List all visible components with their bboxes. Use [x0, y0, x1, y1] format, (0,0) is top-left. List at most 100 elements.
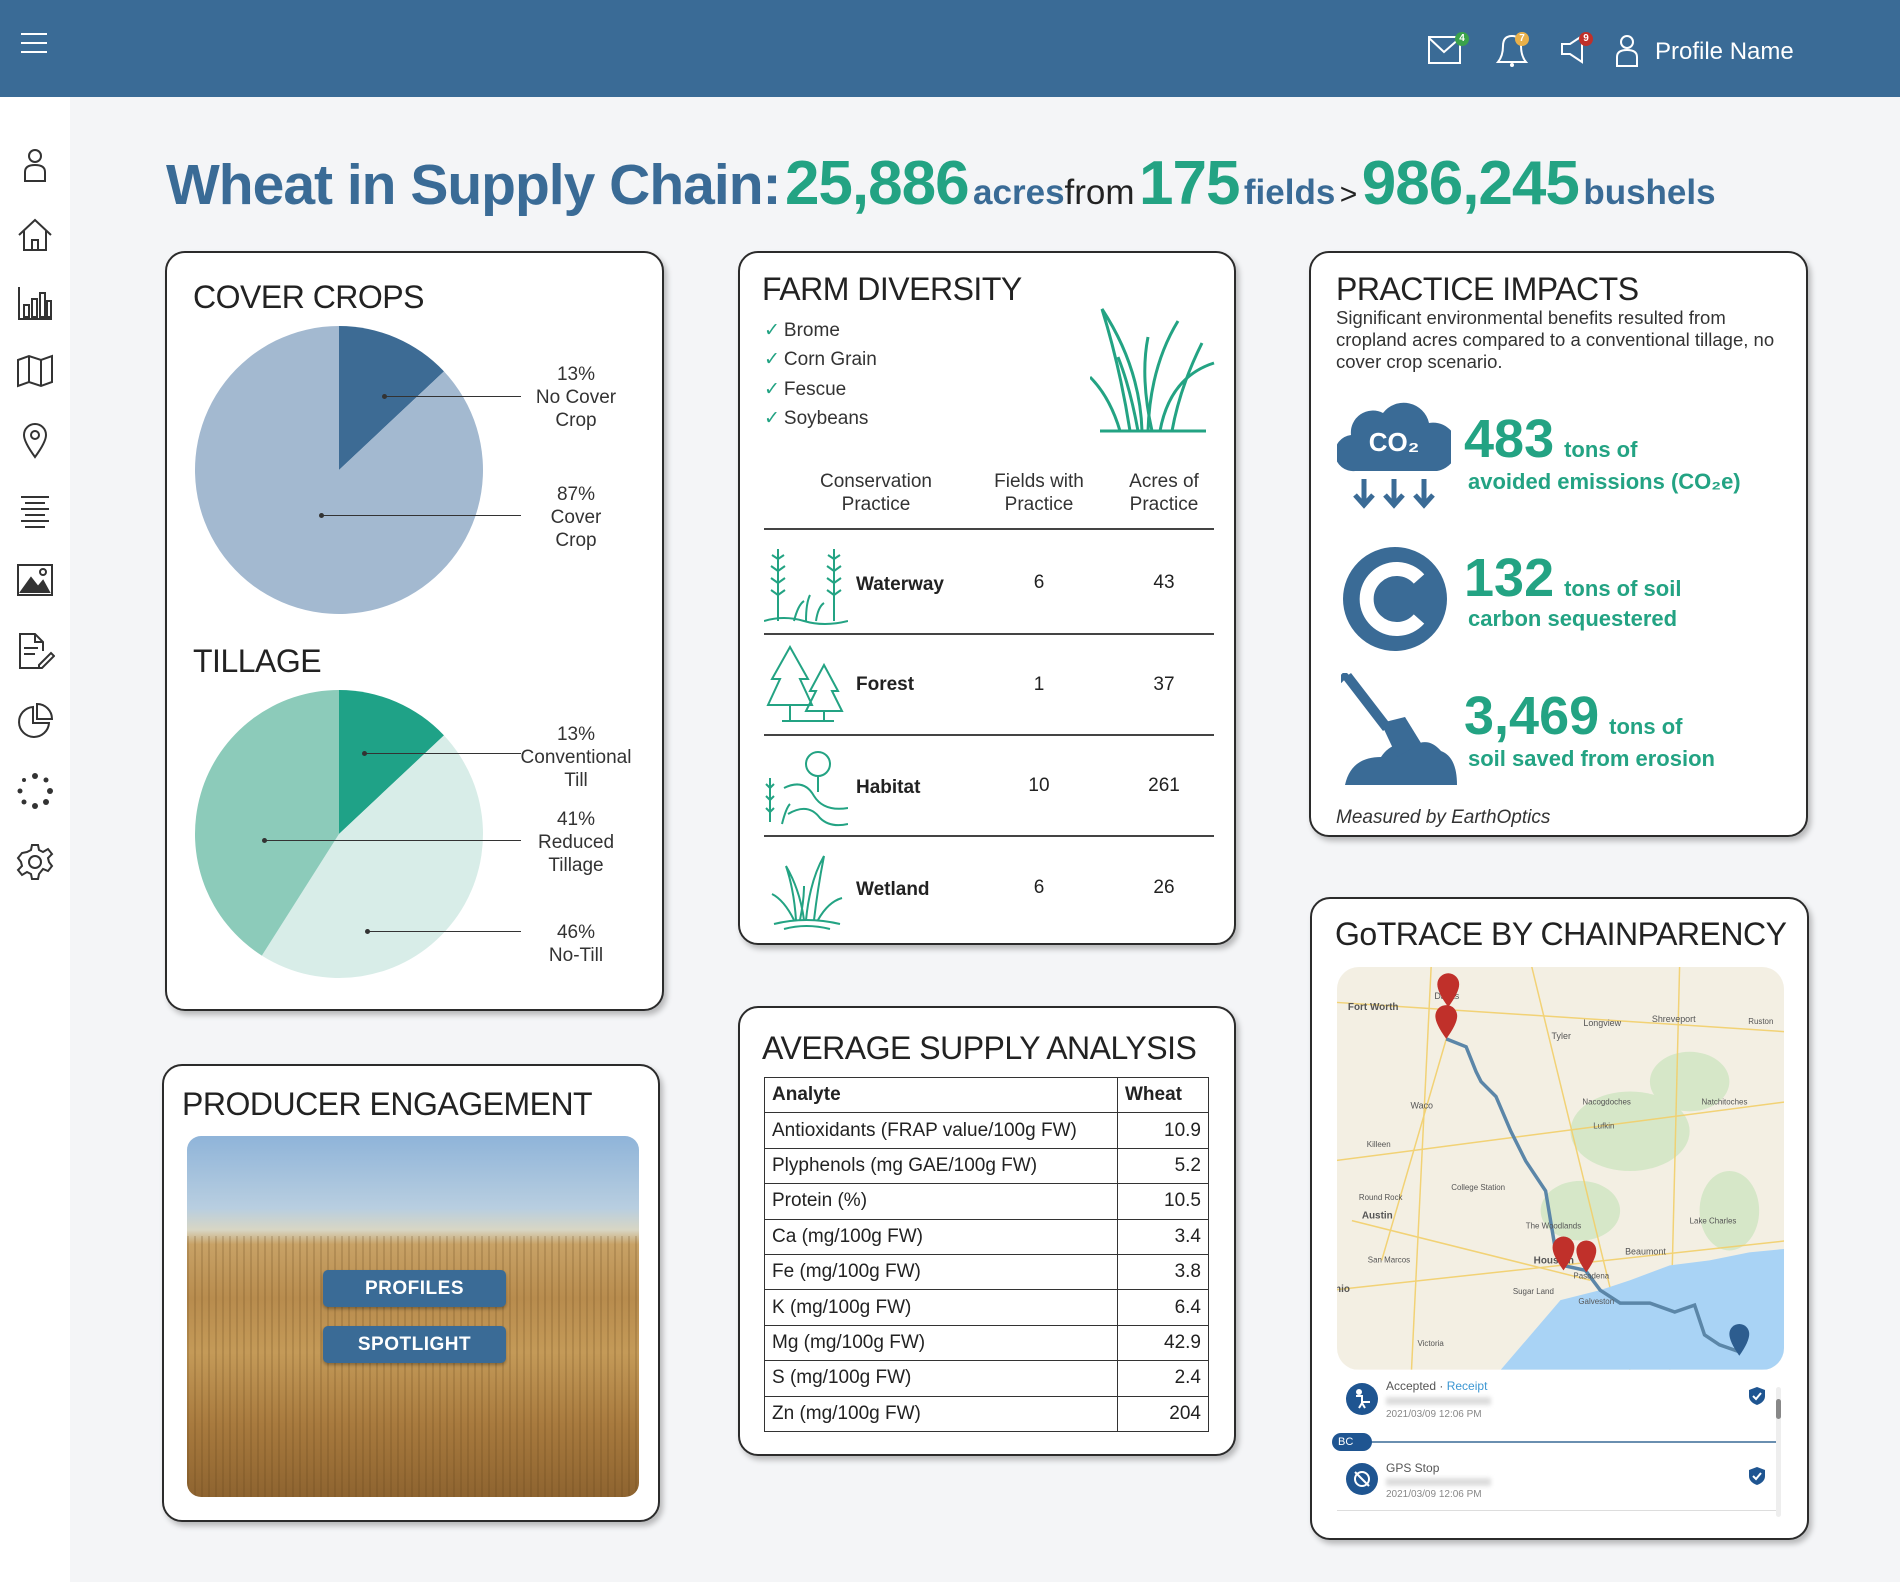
leader-line	[319, 513, 521, 518]
crop-item: ✓ Soybeans	[764, 408, 869, 429]
table-row: S (mg/100g FW) 2.4	[764, 1360, 1209, 1397]
pin-destination	[1729, 1323, 1750, 1356]
redacted-coordinates	[1386, 1478, 1491, 1486]
svg-text:Pasadena: Pasadena	[1573, 1271, 1609, 1280]
home-icon[interactable]	[15, 215, 55, 255]
route-map[interactable]: Fort Worth Dallas Longview Tyler Shrevep…	[1337, 967, 1784, 1370]
scrollbar-thumb[interactable]	[1776, 1399, 1781, 1419]
svg-text:Killeen: Killeen	[1367, 1140, 1391, 1149]
carbon-desc: carbon sequestered	[1468, 606, 1678, 631]
announce-badge: 9	[1579, 32, 1593, 46]
image-icon[interactable]	[15, 560, 55, 600]
label-conventional: 13% Conventional Till	[520, 724, 632, 791]
svg-text:Nacogdoches: Nacogdoches	[1582, 1097, 1631, 1106]
align-center-icon[interactable]	[15, 491, 55, 531]
carbon-icon	[1343, 547, 1447, 651]
location-pin-icon[interactable]	[15, 420, 55, 460]
table-row: Mg (mg/100g FW) 42.9	[764, 1324, 1209, 1362]
leader-line	[262, 838, 521, 843]
map-icon[interactable]	[15, 351, 55, 391]
farm-diversity-title: FARM DIVERSITY	[762, 271, 1022, 307]
svg-text:CO₂: CO₂	[1369, 427, 1420, 457]
acres-label: acres	[973, 173, 1065, 212]
hamburger-menu-icon[interactable]	[21, 32, 47, 54]
erosion-value: 3,469 tons of	[1464, 686, 1683, 746]
pie-chart-icon[interactable]	[15, 701, 55, 741]
shovel-erosion-icon	[1341, 673, 1457, 785]
supply-title: AVERAGE SUPPLY ANALYSIS	[762, 1030, 1197, 1066]
map-pins	[1435, 973, 1750, 1356]
spotlight-button[interactable]: SPOTLIGHT	[323, 1326, 506, 1363]
co2-cloud-icon: CO₂	[1337, 402, 1451, 509]
cover-crops-card: COVER CROPS 13% No Cover Crop 87% Cover Crop…	[165, 251, 664, 1011]
pie-slice-1	[195, 326, 483, 614]
fields-value: 6	[1033, 572, 1045, 593]
profiles-button[interactable]: PROFILES	[323, 1270, 506, 1307]
fields-value: 175	[1138, 149, 1240, 218]
profile-name[interactable]: Profile Name	[1655, 38, 1794, 65]
loading-icon[interactable]	[15, 771, 55, 811]
leader-line	[365, 929, 521, 934]
crop-item: ✓ Brome	[764, 320, 840, 341]
crop-item: ✓ Corn Grain	[764, 349, 877, 370]
gear-icon[interactable]	[15, 842, 55, 882]
header-acres: Acres of Practice	[1129, 471, 1199, 515]
emissions-value: 483 tons of	[1464, 409, 1638, 469]
svg-text:The Woodlands: The Woodlands	[1526, 1222, 1581, 1231]
svg-text:San Marcos: San Marcos	[1368, 1255, 1410, 1264]
emissions-desc: avoided emissions (CO₂e)	[1468, 469, 1741, 494]
mail-button[interactable]: 4	[1428, 32, 1469, 66]
svg-text:Shreveport: Shreveport	[1652, 1014, 1696, 1024]
from-label: from	[1064, 173, 1135, 212]
fields-value: 1	[1033, 674, 1045, 695]
notifications-button[interactable]: 7	[1495, 32, 1535, 68]
practice-name: Habitat	[856, 777, 921, 798]
verified-shield-icon	[1749, 1467, 1765, 1485]
redacted-coordinates	[1386, 1397, 1491, 1405]
announcements-button[interactable]: 9	[1560, 32, 1596, 66]
label-cover: 87% Cover Crop	[550, 484, 602, 551]
table-row: Plyphenols (mg GAE/100g FW) 5.2	[764, 1147, 1209, 1185]
sidebar	[0, 97, 70, 1582]
gotrace-card: GoTRACE BY CHAINPARENCY Fort Worth Dalla…	[1310, 897, 1809, 1540]
forest-icon	[766, 645, 844, 722]
gps-stop-icon	[1346, 1463, 1378, 1495]
svg-text:Longview: Longview	[1583, 1018, 1621, 1028]
acres-value: 261	[1148, 775, 1180, 796]
bushels-value: 986,245	[1361, 149, 1580, 218]
carbon-value: 132 tons of soil	[1464, 548, 1682, 608]
tillage-pie	[194, 690, 484, 978]
bell-icon	[1495, 34, 1529, 67]
impacts-description: Significant environmental benefits resul…	[1336, 307, 1775, 372]
svg-text:Round Rock: Round Rock	[1359, 1193, 1403, 1202]
mail-badge: 4	[1455, 32, 1469, 46]
erosion-desc: soil saved from erosion	[1468, 746, 1715, 771]
receipt-link[interactable]: Receipt	[1446, 1379, 1488, 1393]
acres-value: 37	[1153, 674, 1175, 695]
document-edit-icon[interactable]	[15, 631, 55, 671]
svg-text:Beaumont: Beaumont	[1625, 1246, 1666, 1256]
practice-name: Forest	[856, 674, 915, 695]
user-icon[interactable]	[15, 145, 55, 185]
supply-table: Analyte Wheat Antioxidants (FRAP value/10…	[764, 1076, 1209, 1432]
practice-name: Wetland	[856, 879, 930, 900]
pie-slice-0	[339, 326, 444, 470]
pie-slice-2	[194, 690, 339, 956]
acres-value: 25,886	[784, 149, 970, 218]
bar-chart-icon[interactable]	[15, 283, 55, 323]
table-row: Zn (mg/100g FW) 204	[764, 1395, 1209, 1432]
scrollbar[interactable]	[1776, 1387, 1781, 1517]
svg-text:Fort Worth: Fort Worth	[1348, 1002, 1399, 1013]
acres-value: 26	[1153, 877, 1175, 898]
separator: >	[1339, 178, 1358, 211]
svg-text:nio: nio	[1337, 1284, 1350, 1295]
cover-crops-pie	[195, 326, 483, 614]
table-row: Fe (mg/100g FW) 3.8	[764, 1253, 1209, 1291]
svg-text:College Station: College Station	[1451, 1183, 1505, 1192]
event-time: 2021/03/09 12:06 PM	[1386, 1489, 1482, 1500]
supply-analysis-card: AVERAGE SUPPLY ANALYSIS Analyte Wheat Ant…	[738, 1006, 1236, 1456]
waterway-icon	[764, 549, 848, 625]
svg-text:Ruston: Ruston	[1748, 1017, 1773, 1026]
profile-icon[interactable]	[1615, 35, 1639, 67]
svg-text:Galveston: Galveston	[1578, 1297, 1614, 1306]
